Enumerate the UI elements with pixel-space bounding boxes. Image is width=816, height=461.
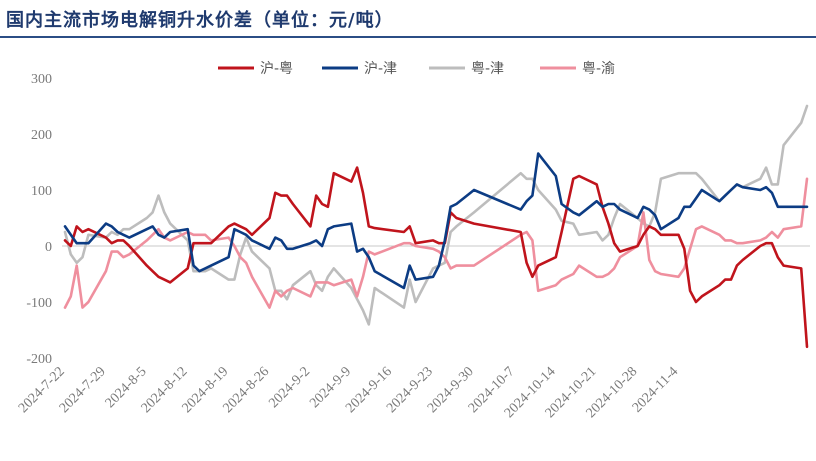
legend: 沪-粤 沪-津 粤-津 粤-渝 xyxy=(218,61,615,77)
y-tick-label: 300 xyxy=(31,72,52,87)
series-line-4 xyxy=(63,177,809,309)
series-line-2 xyxy=(63,152,809,290)
chart-title: 国内主流市场电解铜升水价差（单位：元/吨） xyxy=(6,10,394,31)
y-tick-label: 200 xyxy=(31,128,52,143)
y-tick-label: -200 xyxy=(26,352,52,367)
legend-label: 粤-津 xyxy=(471,61,504,77)
title-underline xyxy=(0,36,816,38)
series-lines xyxy=(63,104,809,349)
y-tick-label: -100 xyxy=(26,296,52,311)
y-axis: -200 -100 0 100 200 300 xyxy=(26,72,52,367)
x-axis: 2024-7-222024-7-292024-8-52024-8-122024-… xyxy=(16,364,681,421)
series-line-1 xyxy=(63,166,809,349)
legend-label: 沪-粤 xyxy=(260,61,293,77)
legend-label: 粤-渝 xyxy=(582,61,615,77)
y-tick-label: 100 xyxy=(31,184,52,199)
x-tick-label: 2024-11-4 xyxy=(630,364,681,415)
legend-label: 沪-津 xyxy=(364,61,397,77)
series-line-3 xyxy=(63,104,809,326)
x-tick-label: 2024-9-2 xyxy=(266,364,313,411)
y-tick-label: 0 xyxy=(45,240,52,255)
